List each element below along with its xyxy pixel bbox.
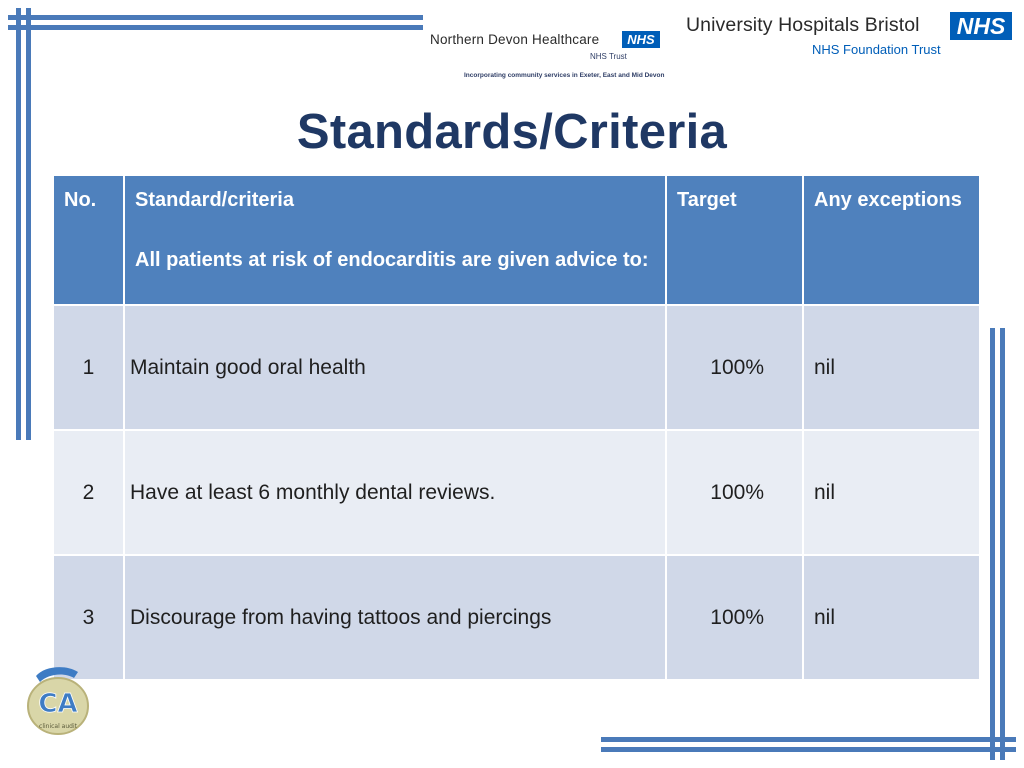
table-header-row: No. Standard/criteria All patients at ri… — [52, 174, 981, 306]
nhs-badge: NHS — [622, 31, 660, 48]
row-no: 2 — [52, 429, 125, 556]
row-target: 100% — [665, 429, 804, 556]
row-standard: Maintain good oral health — [123, 304, 667, 431]
frame-line-right-1 — [990, 328, 995, 760]
header-exceptions: Any exceptions — [802, 174, 981, 306]
clinical-audit-logo: CA clinical audit — [27, 667, 89, 735]
frame-line-left-2 — [26, 8, 31, 440]
standards-table: No. Standard/criteria All patients at ri… — [52, 174, 981, 681]
northern-devon-trust: NHS Trust — [590, 52, 627, 61]
row-no: 1 — [52, 304, 125, 431]
header-standard: Standard/criteria All patients at risk o… — [123, 174, 667, 306]
uh-bristol-name: University Hospitals Bristol — [686, 14, 920, 36]
header-target: Target — [665, 174, 804, 306]
row-target: 100% — [665, 304, 804, 431]
table-row: 3 Discourage from having tattoos and pie… — [52, 554, 981, 681]
header-standard-label: Standard/criteria — [135, 189, 294, 211]
page-title: Standards/Criteria — [296, 105, 728, 159]
uh-bristol-trust: NHS Foundation Trust — [812, 42, 941, 57]
row-no: 3 — [52, 554, 125, 681]
frame-line-bottom-2 — [601, 747, 1016, 752]
nhs-badge: NHS — [950, 12, 1012, 40]
header-no: No. — [52, 174, 125, 306]
frame-line-bottom-1 — [601, 737, 1016, 742]
frame-line-right-2 — [1000, 328, 1005, 760]
row-target: 100% — [665, 554, 804, 681]
northern-devon-name: Northern Devon Healthcare — [430, 32, 600, 47]
uh-bristol-logo: University Hospitals Bristol NHS NHS Fou… — [686, 10, 1016, 60]
logo-swoosh — [36, 667, 78, 682]
row-exceptions: nil — [802, 554, 981, 681]
table-row: 1 Maintain good oral health 100% nil — [52, 304, 981, 431]
frame-line-top-1 — [8, 15, 423, 20]
logo-badge — [27, 677, 89, 735]
frame-line-left-1 — [16, 8, 21, 440]
logo-mark: CA — [38, 689, 77, 719]
logo-text: clinical audit — [39, 723, 78, 730]
northern-devon-logo: Northern Devon Healthcare NHS NHS Trust … — [430, 30, 670, 85]
row-exceptions: nil — [802, 429, 981, 556]
frame-line-top-2 — [8, 25, 423, 30]
header-standard-sub: All patients at risk of endocarditis are… — [135, 249, 649, 271]
row-standard: Have at least 6 monthly dental reviews. — [123, 429, 667, 556]
table-row: 2 Have at least 6 monthly dental reviews… — [52, 429, 981, 556]
row-exceptions: nil — [802, 304, 981, 431]
row-standard: Discourage from having tattoos and pierc… — [123, 554, 667, 681]
northern-devon-tagline: Incorporating community services in Exet… — [464, 72, 665, 79]
